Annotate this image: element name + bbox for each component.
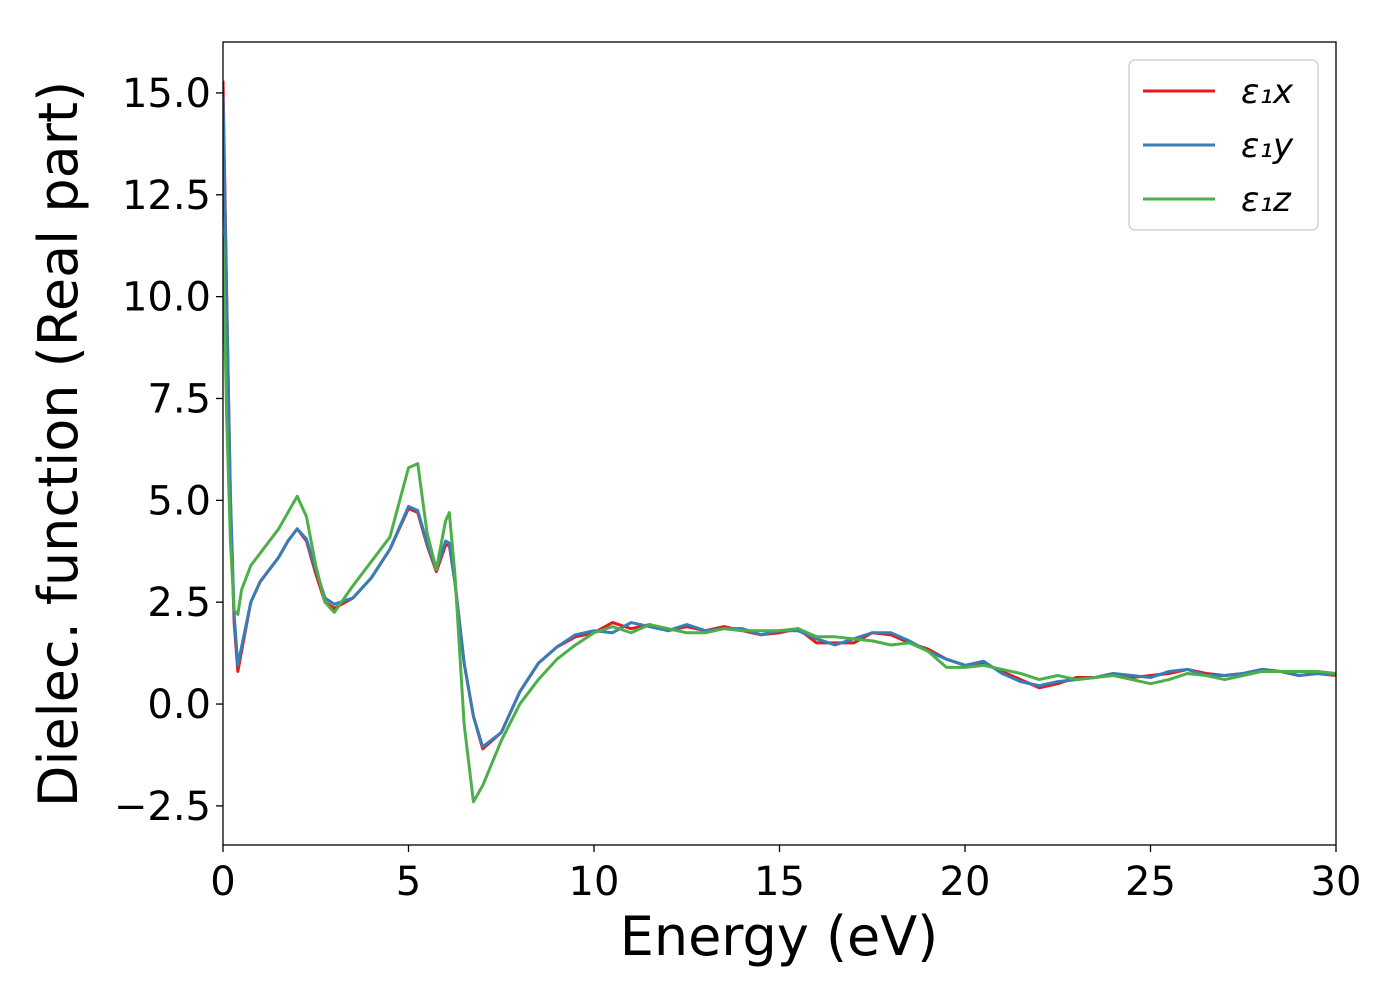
x-tick-label: 30	[1311, 859, 1362, 905]
y-tick-label: 0.0	[147, 682, 211, 728]
x-tick-label: 25	[1125, 859, 1176, 905]
y-tick-label: −2.5	[114, 784, 211, 830]
y-tick-label: 15.0	[122, 71, 211, 117]
legend-label: ε₁y	[1241, 126, 1294, 166]
series-line	[223, 235, 1336, 804]
y-tick-label: 2.5	[147, 580, 211, 626]
y-tick-label: 7.5	[147, 376, 211, 422]
x-axis-label: Energy (eV)	[620, 905, 939, 968]
x-tick-label: 20	[940, 859, 991, 905]
legend-label: ε₁x	[1241, 72, 1294, 112]
y-tick-label: 10.0	[122, 275, 211, 321]
x-tick-label: 10	[569, 859, 620, 905]
legend-box	[1128, 59, 1319, 231]
plot-area	[223, 80, 1336, 804]
x-tick-label: 15	[754, 859, 805, 905]
legend-label: ε₁z	[1241, 180, 1292, 220]
y-axis-label: Dielec. function (Real part)	[27, 81, 90, 807]
x-tick-label: 0	[210, 859, 235, 905]
y-tick-label: 5.0	[147, 478, 211, 524]
x-tick-label: 5	[396, 859, 421, 905]
y-tick-label: 12.5	[122, 173, 211, 219]
